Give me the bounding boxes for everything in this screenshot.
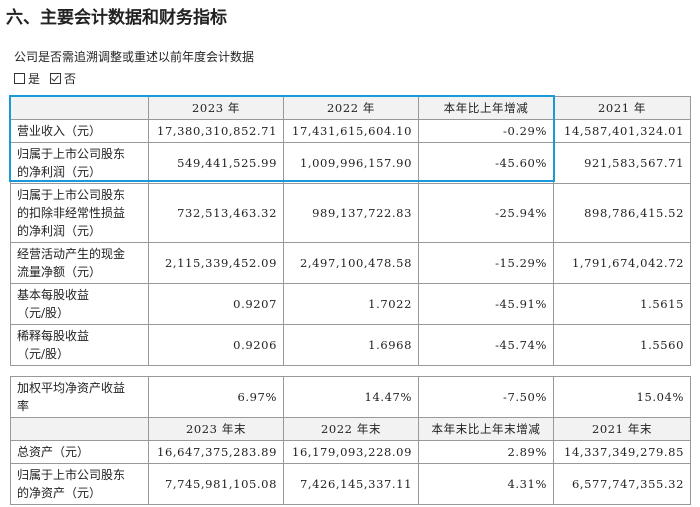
cell-value: 1.5615 — [553, 283, 691, 325]
cell-value: 7,426,145,337.11 — [283, 463, 419, 505]
cell-value: 6.97% — [148, 376, 284, 418]
cell-value: 7,745,981,105.08 — [148, 463, 284, 505]
cell-value: -15.29% — [418, 242, 554, 284]
header-cell: 2021 年 — [553, 96, 691, 120]
cell-value: 4.31% — [418, 463, 554, 505]
cell-value: 17,380,310,852.71 — [148, 119, 284, 143]
row-label: 经营活动产生的现金 流量净额（元） — [10, 242, 149, 284]
row-label-line: （元/股） — [17, 347, 70, 361]
row-label-line: 归属于上市公司股东 — [17, 147, 126, 161]
option-label: 否 — [64, 72, 77, 86]
cell-value: -45.74% — [418, 324, 554, 366]
cell-value: 1.6968 — [283, 324, 419, 366]
data-row: 加权平均净资产收益率 6.97% 14.47% -7.50% 15.04% — [10, 376, 691, 418]
cell-value: 16,179,093,228.09 — [283, 440, 419, 464]
row-label: 加权平均净资产收益率 — [10, 376, 149, 418]
cell-value: 2.89% — [418, 440, 554, 464]
option-label: 是 — [28, 72, 41, 86]
row-label-line: 流量净额（元） — [17, 265, 102, 279]
row-label-line: 加权平均净资产收益 — [17, 381, 126, 395]
cell-value: -0.29% — [418, 119, 554, 143]
cell-value: 1.7022 — [283, 283, 419, 325]
cell-value: 0.9206 — [148, 324, 284, 366]
header-cell: 本年末比上年末增减 — [418, 417, 554, 441]
data-row: 归属于上市公司股东 的净利润（元） 549,441,525.99 1,009,996,… — [10, 142, 691, 184]
cell-value: 921,583,567.71 — [553, 142, 691, 184]
data-row: 归属于上市公司股东 的扣除非经常性损益 的净利润（元） 732,513,463.32 9… — [10, 183, 691, 243]
row-label-line: 归属于上市公司股东 — [17, 468, 126, 482]
header-cell: 2021 年末 — [553, 417, 691, 441]
cell-value: 0.9207 — [148, 283, 284, 325]
cell-value: 6,577,747,355.32 — [553, 463, 691, 505]
data-table: 2023 年 2022 年本年比上年增减 2021 年营业收入（元） 17,380,3… — [10, 96, 691, 366]
header-cell — [10, 417, 149, 441]
data-row: 稀释每股收益 （元/股） 0.9206 1.6968 -45.74% 1.5560 — [10, 324, 691, 366]
checkbox-checked — [50, 73, 62, 84]
row-label: 稀释每股收益 （元/股） — [10, 324, 149, 366]
cell-value: 732,513,463.32 — [148, 183, 284, 243]
data-row: 经营活动产生的现金 流量净额（元） 2,115,339,452.09 2,497,10… — [10, 242, 691, 284]
cell-value: -45.60% — [418, 142, 554, 184]
cell-value: 898,786,415.52 — [553, 183, 691, 243]
cell-value: 14.47% — [283, 376, 419, 418]
data-row: 归属于上市公司股东 的净资产（元） 7,745,981,105.08 7,426,14… — [10, 463, 691, 505]
cell-value: 1.5560 — [553, 324, 691, 366]
cell-value: 15.04% — [553, 376, 691, 418]
section-title: 六、主要会计数据和财务指标 — [6, 8, 227, 28]
row-label: 归属于上市公司股东 的扣除非经常性损益 的净利润（元） — [10, 183, 149, 243]
cell-value: 14,337,349,279.85 — [553, 440, 691, 464]
row-label-line: （元/股） — [17, 306, 70, 320]
header-cell: 2022 年 — [283, 96, 419, 120]
row-label-line: 归属于上市公司股东 — [17, 188, 126, 202]
cell-value: 17,431,615,604.10 — [283, 119, 419, 143]
header-row: 2023 年 2022 年本年比上年增减 2021 年 — [10, 96, 691, 120]
row-label: 营业收入（元） — [10, 119, 149, 143]
row-label-line: 的净资产（元） — [17, 486, 102, 500]
row-label: 归属于上市公司股东 的净资产（元） — [10, 463, 149, 505]
options: 是 否 — [14, 70, 76, 87]
cell-value: 2,115,339,452.09 — [148, 242, 284, 284]
data-row: 营业收入（元） 17,380,310,852.71 17,431,615,604.1… — [10, 119, 691, 143]
data-row: 基本每股收益 （元/股） 0.9207 1.7022 -45.91% 1.5615 — [10, 283, 691, 325]
checkbox — [14, 73, 25, 84]
header-row: 2023 年末 2022 年末 本年末比上年末增减 2021 年末 — [10, 417, 691, 441]
cell-value: -45.91% — [418, 283, 554, 325]
row-label: 归属于上市公司股东 的净利润（元） — [10, 142, 149, 184]
cell-value: -25.94% — [418, 183, 554, 243]
row-label-line: 营业收入（元） — [17, 124, 102, 138]
row-label-line: 率 — [17, 399, 30, 413]
cell-value: 16,647,375,283.89 — [148, 440, 284, 464]
row-label-line: 总资产（元） — [17, 445, 90, 459]
header-cell: 本年比上年增减 — [418, 96, 554, 120]
cell-value: 549,441,525.99 — [148, 142, 284, 184]
row-label-line: 的扣除非经常性损益 — [17, 206, 126, 220]
row-label: 基本每股收益 （元/股） — [10, 283, 149, 325]
data-table: 加权平均净资产收益率 6.97% 14.47% -7.50% 15.04% 2023 年末… — [10, 376, 691, 505]
row-label-line: 基本每股收益 — [17, 288, 90, 302]
header-cell: 2022 年末 — [283, 417, 419, 441]
cell-value: 1,791,674,042.72 — [553, 242, 691, 284]
data-row: 总资产（元） 16,647,375,283.89 16,179,093,228.09… — [10, 440, 691, 464]
row-label: 总资产（元） — [10, 440, 149, 464]
cell-value: 1,009,996,157.90 — [283, 142, 419, 184]
row-label-line: 稀释每股收益 — [17, 329, 90, 343]
question: 公司是否需追溯调整或重述以前年度会计数据 — [14, 50, 255, 64]
cell-value: 14,587,401,324.01 — [553, 119, 691, 143]
cell-value: 2,497,100,478.58 — [283, 242, 419, 284]
header-cell — [10, 96, 149, 120]
cell-value: 989,137,722.83 — [283, 183, 419, 243]
header-cell: 2023 年末 — [148, 417, 284, 441]
header-cell: 2023 年 — [148, 96, 284, 120]
cell-value: -7.50% — [418, 376, 554, 418]
row-label-line: 经营活动产生的现金 — [17, 247, 126, 261]
row-label-line: 的净利润（元） — [17, 224, 102, 238]
row-label-line: 的净利润（元） — [17, 165, 102, 179]
